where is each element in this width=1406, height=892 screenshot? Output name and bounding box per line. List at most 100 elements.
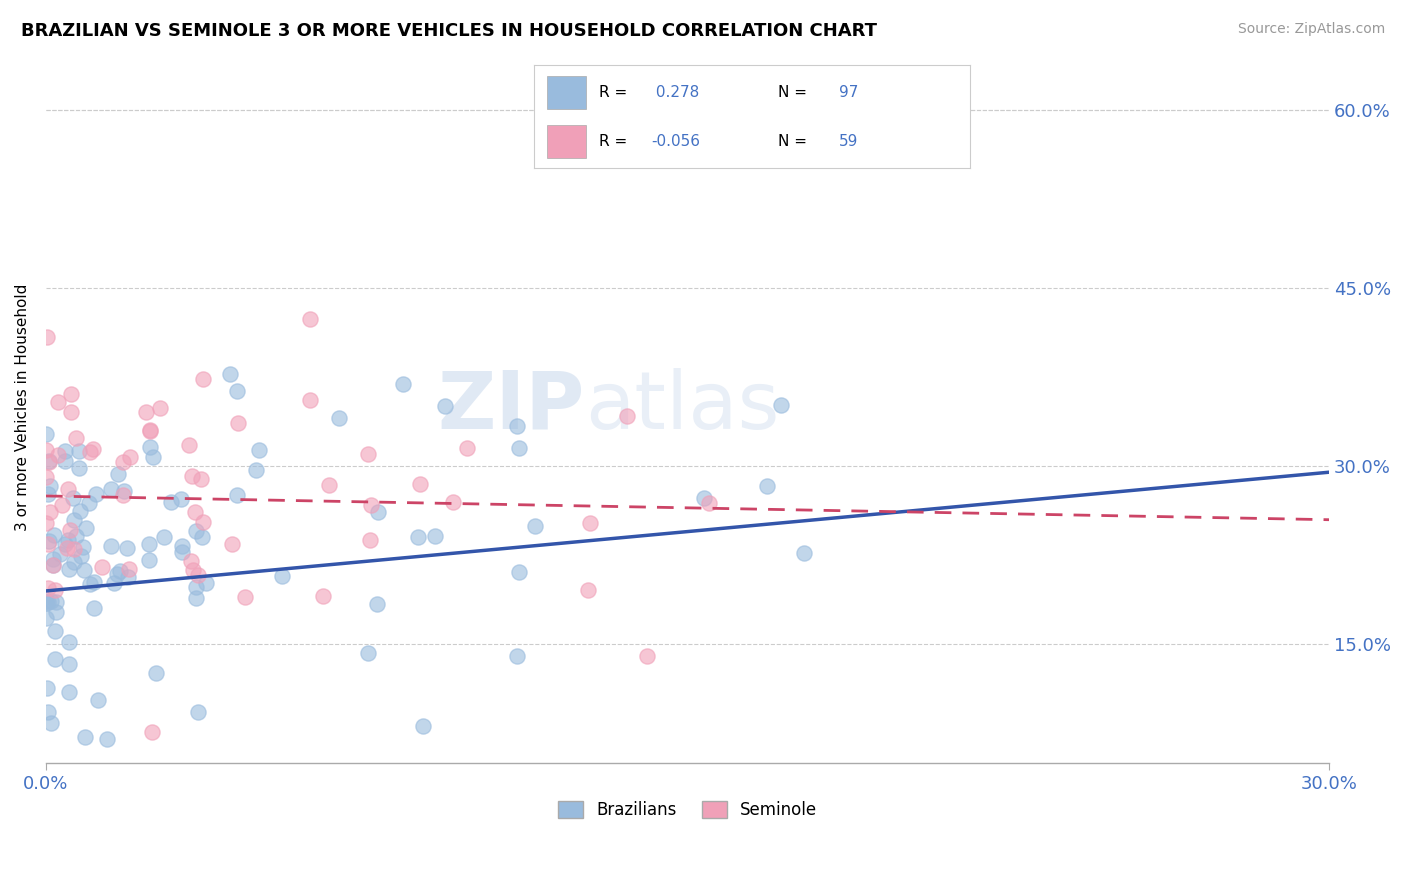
Point <box>53 454 76 468</box>
Point <box>96 732 118 747</box>
Point <box>117 541 139 555</box>
Point <box>299 392 322 407</box>
Point <box>73 730 96 744</box>
Point <box>35 593 58 607</box>
Point <box>225 384 247 398</box>
Point <box>111 454 134 468</box>
Point <box>318 477 340 491</box>
Point <box>141 724 163 739</box>
Point <box>111 488 134 502</box>
Point <box>37 705 59 719</box>
Point <box>65 431 87 445</box>
Point <box>195 576 218 591</box>
Point <box>42 558 65 572</box>
Point <box>38 454 60 468</box>
Point <box>184 580 207 594</box>
Point <box>35 427 58 442</box>
Point <box>37 487 59 501</box>
Point <box>59 523 82 537</box>
Point <box>46 448 69 462</box>
Point <box>35 596 58 610</box>
Point <box>58 533 80 547</box>
Point <box>406 530 429 544</box>
Point <box>72 540 94 554</box>
Point <box>357 646 380 660</box>
Point <box>181 563 204 577</box>
Point <box>83 600 105 615</box>
Point <box>233 591 256 605</box>
Point <box>366 597 388 611</box>
Point <box>39 479 62 493</box>
Point <box>193 516 215 530</box>
Point <box>38 505 60 519</box>
Point <box>35 470 58 484</box>
Point <box>159 494 181 508</box>
Point <box>616 409 638 423</box>
Text: BRAZILIAN VS SEMINOLE 3 OR MORE VEHICLES IN HOUSEHOLD CORRELATION CHART: BRAZILIAN VS SEMINOLE 3 OR MORE VEHICLES… <box>21 22 877 40</box>
Point <box>48 547 70 561</box>
Point <box>247 443 270 458</box>
Point <box>65 529 87 543</box>
Point <box>103 576 125 591</box>
Point <box>245 462 267 476</box>
Point <box>53 444 76 458</box>
Point <box>44 624 66 638</box>
Point <box>770 398 793 412</box>
Point <box>44 652 66 666</box>
Y-axis label: 3 or more Vehicles in Household: 3 or more Vehicles in Household <box>15 284 30 531</box>
Point <box>699 496 721 510</box>
Point <box>75 521 97 535</box>
Point <box>42 558 65 572</box>
Point <box>62 491 84 506</box>
Point <box>170 492 193 507</box>
Point <box>84 487 107 501</box>
Point <box>524 519 547 533</box>
Point <box>60 386 83 401</box>
Point <box>412 719 434 733</box>
Point <box>357 446 380 460</box>
Point <box>69 549 91 564</box>
Point <box>60 405 83 419</box>
Point <box>409 476 432 491</box>
Point <box>58 657 80 671</box>
Point <box>298 312 321 326</box>
Point <box>423 529 446 543</box>
Point <box>179 437 201 451</box>
Point <box>105 566 128 581</box>
Point <box>184 524 207 538</box>
Point <box>108 564 131 578</box>
Point <box>53 537 76 551</box>
Point <box>58 562 80 576</box>
Point <box>118 450 141 465</box>
Text: ZIP: ZIP <box>437 368 585 446</box>
Point <box>118 561 141 575</box>
Point <box>83 574 105 589</box>
Point <box>391 377 413 392</box>
Point <box>576 583 599 598</box>
Point <box>107 467 129 481</box>
Point <box>48 395 70 409</box>
Point <box>180 554 202 568</box>
Point <box>56 482 79 496</box>
Point <box>37 581 59 595</box>
Point <box>508 441 530 455</box>
Point <box>79 444 101 458</box>
Point <box>191 530 214 544</box>
Point <box>328 411 350 425</box>
Point <box>45 605 67 619</box>
Point <box>271 569 294 583</box>
Point <box>35 516 58 530</box>
Point <box>226 416 249 430</box>
Point <box>367 505 389 519</box>
Point <box>170 545 193 559</box>
Point <box>219 367 242 381</box>
Point <box>38 455 60 469</box>
Point <box>138 553 160 567</box>
Point <box>441 495 464 509</box>
Point <box>58 635 80 649</box>
Point <box>506 649 529 664</box>
Point <box>226 488 249 502</box>
Point <box>51 498 73 512</box>
Point <box>44 528 66 542</box>
Point <box>145 666 167 681</box>
